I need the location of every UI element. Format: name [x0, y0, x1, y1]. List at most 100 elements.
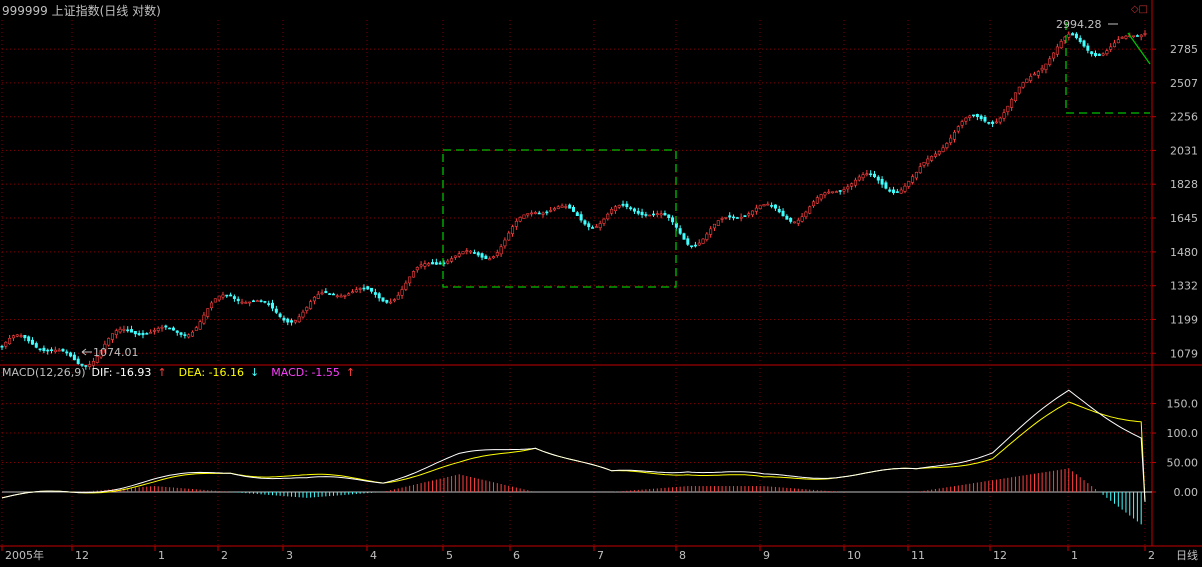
candle — [331, 292, 335, 296]
candle-body — [1132, 35, 1136, 38]
time-tick-label: 8 — [679, 549, 686, 562]
candle-body — [918, 166, 922, 174]
candle-body — [1074, 33, 1078, 39]
candle-body — [385, 300, 389, 303]
candle — [1040, 64, 1044, 74]
candle — [46, 348, 50, 355]
candle — [1082, 39, 1086, 48]
candle — [819, 193, 823, 202]
candle — [434, 258, 438, 265]
candle-body — [747, 213, 751, 216]
candle — [514, 218, 518, 230]
candle — [476, 251, 480, 258]
candle — [770, 202, 774, 209]
candle-body — [103, 343, 107, 351]
candle — [297, 313, 301, 323]
candle-body — [30, 339, 34, 345]
candle-body — [648, 214, 652, 217]
candle-body — [907, 181, 911, 187]
candle — [537, 210, 541, 215]
candle-body — [911, 176, 915, 183]
candle-body — [857, 176, 861, 181]
candle-body — [823, 192, 827, 196]
candle — [892, 186, 896, 195]
chart-title: 999999 上证指数(日线 对数) — [2, 4, 161, 18]
candle — [979, 114, 983, 122]
candle-body — [141, 332, 145, 336]
candle — [693, 241, 697, 248]
candle — [918, 162, 922, 174]
candle — [480, 252, 484, 261]
window-controls[interactable]: ◇□ — [1131, 4, 1148, 15]
candle-body — [15, 334, 19, 337]
candle — [598, 220, 602, 231]
candle — [187, 333, 191, 339]
candle — [65, 349, 69, 356]
candle — [686, 235, 690, 246]
candle-body — [53, 349, 57, 352]
candle-body — [972, 114, 976, 117]
candle-body — [343, 294, 347, 297]
candle-body — [99, 350, 103, 358]
candle-body — [130, 329, 134, 333]
candle — [130, 325, 134, 333]
candle-body — [187, 334, 191, 338]
time-tick-label: 12 — [75, 549, 89, 562]
candle — [251, 299, 255, 303]
low-label: 1074.01 — [93, 346, 139, 359]
candle — [202, 312, 206, 325]
candle-body — [171, 327, 175, 331]
candle — [1097, 53, 1101, 56]
restore-icon[interactable]: □ — [1138, 4, 1148, 15]
time-tick-label: 2 — [1148, 549, 1155, 562]
candle-body — [366, 286, 370, 290]
candle-body — [259, 300, 263, 302]
candle — [652, 210, 656, 217]
candle-body — [594, 226, 598, 228]
candle-body — [983, 116, 987, 122]
candle — [617, 204, 621, 210]
candle — [1067, 31, 1071, 41]
candle-body — [434, 262, 438, 265]
candle-body — [838, 190, 842, 192]
candle-body — [232, 296, 236, 299]
candle — [396, 291, 400, 300]
candle — [621, 200, 625, 208]
candle-body — [389, 301, 393, 304]
macd-axis: 150.0 100.0 50.00 0.00 — [1152, 398, 1198, 499]
candle-body — [126, 329, 130, 332]
diamond-icon[interactable]: ◇ — [1130, 4, 1139, 15]
candle-body — [23, 334, 27, 339]
high-label: 2994.28 — [1056, 18, 1102, 31]
candle — [945, 142, 949, 150]
time-tick-label: 11 — [911, 549, 925, 562]
candle-body — [225, 294, 229, 297]
candle-body — [606, 213, 610, 220]
candle — [171, 326, 175, 331]
candle — [0, 344, 4, 350]
candle — [415, 266, 419, 273]
candle-body — [1078, 37, 1082, 42]
candle — [1135, 34, 1139, 37]
candle — [347, 292, 351, 296]
candle — [541, 211, 545, 218]
candle — [8, 334, 12, 345]
candle — [983, 115, 987, 123]
candle-body — [221, 294, 225, 298]
candle — [831, 191, 835, 194]
macd-tick-label: 100.0 — [1167, 427, 1199, 440]
candle — [423, 260, 427, 270]
time-tick-label: 6 — [513, 549, 520, 562]
candle-body — [347, 293, 351, 296]
candle — [244, 300, 248, 304]
candle — [461, 251, 465, 255]
candle-body — [27, 336, 31, 342]
candle — [366, 285, 370, 290]
candle — [838, 190, 842, 195]
candle — [175, 330, 179, 336]
candle-body — [705, 233, 709, 240]
candle — [823, 191, 827, 199]
candle — [373, 288, 377, 298]
candle — [613, 204, 617, 214]
price-tick-label: 2031 — [1170, 144, 1198, 157]
